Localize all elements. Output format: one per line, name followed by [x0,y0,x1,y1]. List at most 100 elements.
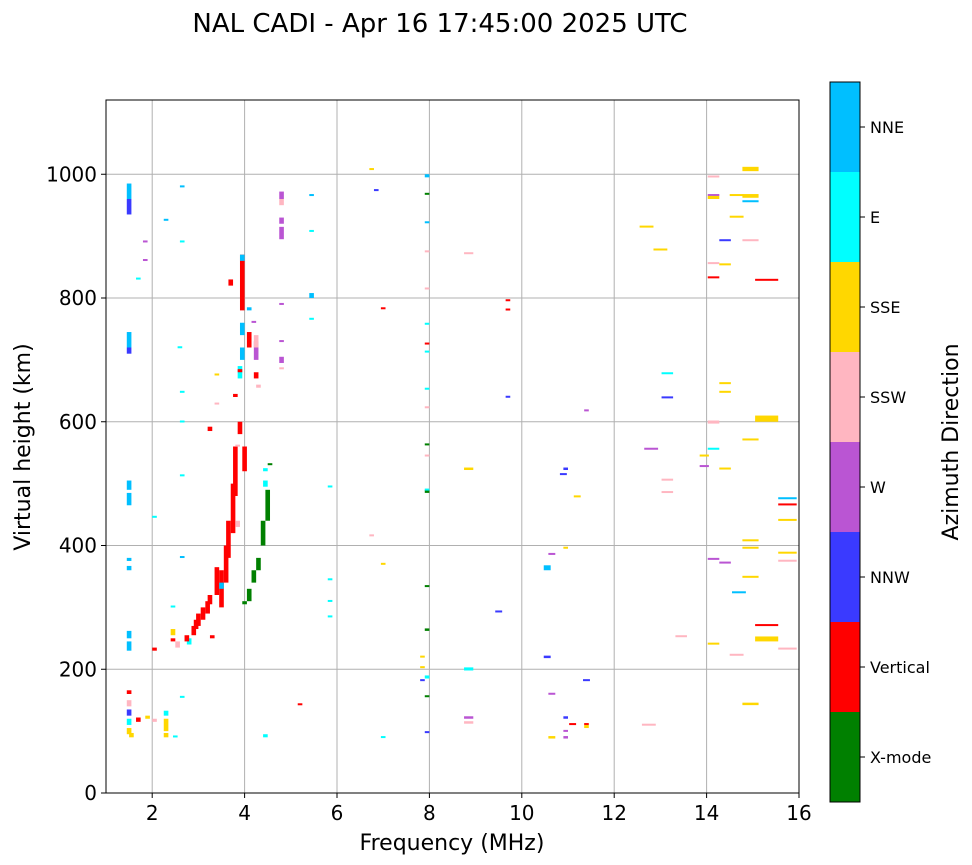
data-point-vertical [755,624,779,627]
data-point-e [327,615,333,618]
colorbar-label-nnw: NNW [870,568,910,587]
data-point-vertical [230,483,236,534]
data-point-sse [729,215,744,218]
colorbar-swatch [830,712,860,802]
data-point-nne [778,497,797,500]
data-point-vertical [239,254,245,311]
data-point-vertical [233,393,238,397]
data-point-ssw [424,250,430,253]
data-point-ssw [256,384,261,388]
data-point-w [563,736,568,739]
y-axis-ticks: 0 200 400 600 800 1000 [46,162,106,805]
data-point-ssw [661,491,674,494]
data-points [126,166,797,739]
data-point-nnw [495,610,503,613]
data-point-nne [126,565,132,571]
data-point-vertical [707,276,720,279]
data-point-sse [742,194,759,198]
data-point-sse [639,225,654,228]
data-point-nnw [424,731,430,734]
data-point-ssw [729,653,744,656]
data-point-ssw [464,252,474,255]
data-point-sse [699,454,709,457]
data-point-e [424,350,430,353]
data-point-x-mode [242,601,247,605]
data-point-ssw [707,175,720,178]
data-point-nne [179,556,185,559]
data-point-sse [707,195,720,199]
data-point-vertical [233,446,238,496]
data-point-ssw [175,641,180,648]
data-point-e [179,474,185,477]
x-tick-label: 10 [509,801,534,825]
data-point-x-mode [424,192,430,195]
data-point-ssw [235,444,240,447]
data-point-ssw [424,406,430,409]
data-point-ssw [279,199,284,206]
data-point-w [563,729,568,732]
data-point-nnw [559,473,567,476]
data-point-sse [742,575,759,578]
data-point-vertical [191,625,197,636]
data-point-vertical [136,717,141,722]
data-point-nnw [719,239,731,242]
data-point-nnw [126,199,132,215]
data-point-sse [584,724,589,729]
data-point-w [584,409,589,412]
colorbar-label-ssw: SSW [870,388,906,407]
data-point-e [179,240,185,243]
x-axis-label: Frequency (MHz) [360,831,545,856]
data-point-sse [653,248,668,251]
data-point-vertical [126,690,132,694]
data-point-e [172,735,178,738]
data-point-w [644,447,659,450]
data-point-nne [126,332,132,348]
data-point-vertical [505,308,511,311]
data-point-vertical [380,307,386,310]
colorbar-swatch [830,352,860,442]
data-point-sse [778,518,797,521]
data-point-nne [309,194,314,197]
data-point-nne [163,218,169,221]
data-point-sse [548,736,556,739]
data-point-ssw [641,723,656,726]
data-point-e [163,710,169,716]
data-point-e [136,277,141,280]
data-point-vertical [424,342,430,345]
data-point-sse [719,390,731,393]
colorbar-swatch [830,82,860,172]
data-point-sse [214,373,220,376]
data-point-sse [129,732,134,738]
data-point-vertical [184,635,190,642]
data-point-vertical [569,723,577,726]
data-point-sse [369,168,374,171]
x-tick-label: 8 [423,801,436,825]
colorbar-label-w: W [870,478,886,497]
plot-frame [105,99,800,794]
data-point-sse [420,666,425,669]
data-point-sse [163,718,169,732]
data-point-vertical [209,635,215,639]
data-point-e [186,638,192,645]
data-point-e [177,346,183,349]
colorbar-swatch [830,172,860,262]
data-point-sse [755,415,779,422]
data-point-ssw [675,635,687,638]
data-point-e [126,718,132,725]
data-point-vertical [207,595,213,605]
data-point-nne [309,293,314,298]
colorbar-swatch [830,532,860,622]
data-point-vertical [223,545,229,583]
data-point-e [327,599,333,602]
x-tick-label: 12 [601,801,626,825]
data-point-nnw [661,396,674,399]
colorbar-label-nne: NNE [870,118,904,137]
data-point-vertical [297,703,303,706]
data-point-nnw [126,347,132,354]
data-point-sse [778,551,797,554]
data-point-nnw [563,716,568,719]
data-point-sse [464,467,474,471]
data-point-nnw [126,709,132,716]
x-tick-label: 6 [331,801,344,825]
